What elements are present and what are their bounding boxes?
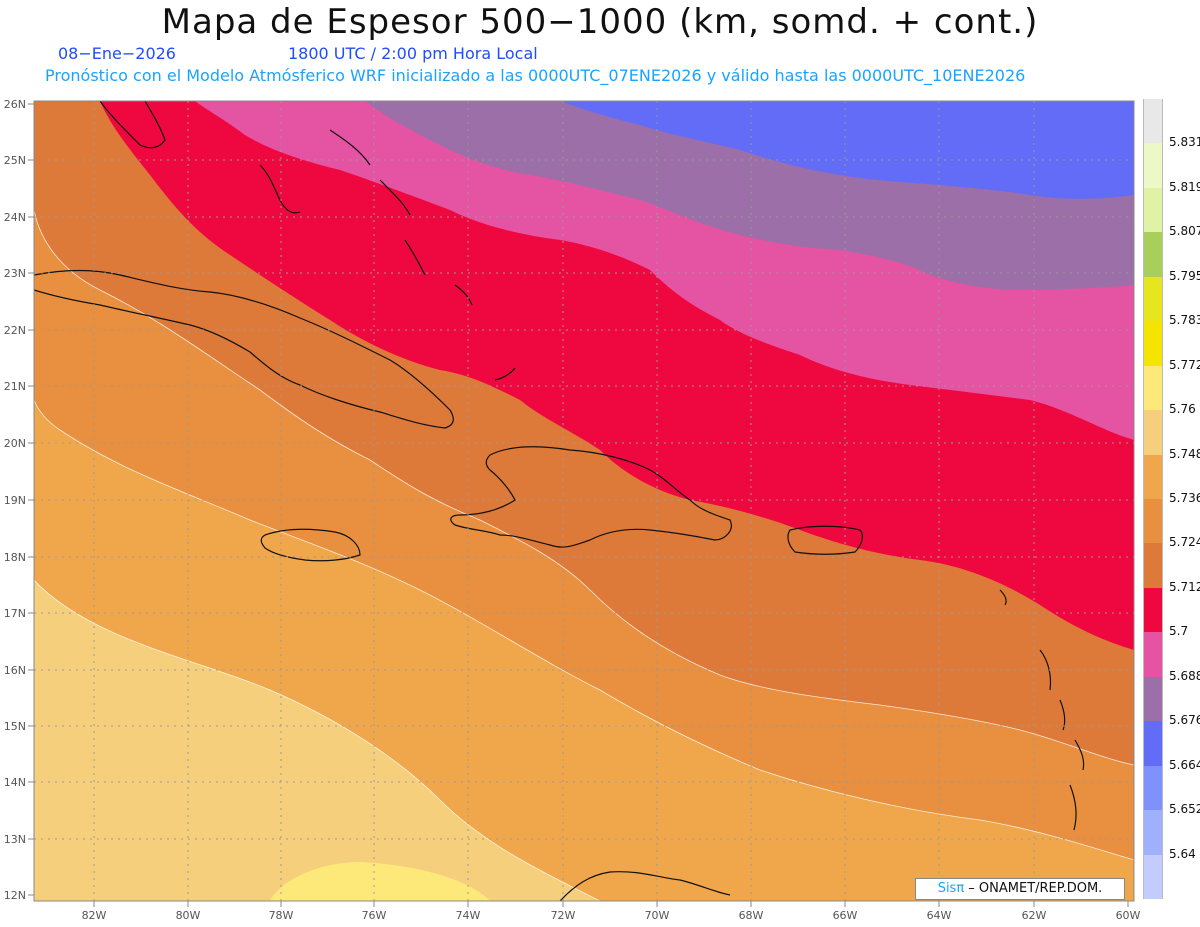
lon-label: 74W [456,909,481,922]
lat-label: 13N [4,833,26,846]
legend-swatch [1143,143,1163,188]
legend-swatch [1143,187,1163,233]
lat-label: 21N [4,380,26,393]
lon-label: 78W [269,909,294,922]
legend-label: 5.819 [1169,179,1200,194]
credit-brand: Sisπ [937,881,965,896]
legend-label: 5.76 [1169,402,1196,417]
forecast-time: 1800 UTC / 2:00 pm Hora Local [288,44,538,63]
lon-label: 68W [739,909,764,922]
legend-label: 5.652 [1169,802,1200,817]
legend-swatch [1143,676,1163,722]
lon-label: 76W [362,909,387,922]
legend-swatch [1143,365,1163,411]
lon-label: 62W [1022,909,1047,922]
legend-swatch [1143,721,1163,766]
lon-label: 82W [82,909,107,922]
lon-label: 60W [1116,909,1141,922]
lon-label: 80W [176,909,201,922]
legend-swatch [1143,854,1163,899]
legend-swatch [1143,499,1163,544]
lon-label: 72W [551,909,576,922]
lat-label: 15N [4,720,26,733]
legend-label: 5.664 [1169,757,1200,772]
legend-swatch [1143,321,1163,366]
legend-label: 5.676 [1169,713,1200,728]
legend-label: 5.7 [1169,624,1189,639]
contour-fill [34,101,1134,901]
lat-label: 26N [4,98,26,111]
lat-label: 24N [4,211,26,224]
lat-label: 14N [4,776,26,789]
legend-swatch [1143,587,1163,633]
lat-label: 17N [4,607,26,620]
legend-label: 5.724 [1169,535,1200,550]
lat-label: 19N [4,494,26,507]
legend-swatch [1143,99,1163,144]
legend-label: 5.772 [1169,357,1200,372]
legend-swatch [1143,765,1163,811]
legend-label: 5.712 [1169,579,1200,594]
lat-label: 16N [4,664,26,677]
legend-label: 5.783 [1169,313,1200,328]
map-frame [33,100,1135,902]
forecast-date: 08−Ene−2026 [58,44,176,63]
legend-label: 5.736 [1169,491,1200,505]
lat-label: 22N [4,324,26,337]
legend-swatch [1143,276,1163,322]
lat-label: 20N [4,437,26,450]
legend-swatch [1143,454,1163,499]
legend-swatch [1143,410,1163,455]
legend-swatch [1143,632,1163,677]
legend-label: 5.64 [1169,846,1196,861]
legend-label: 5.795 [1169,268,1200,283]
legend-swatch [1143,232,1163,277]
legend-swatch [1143,543,1163,588]
lat-label: 23N [4,267,26,280]
lon-label: 64W [927,909,952,922]
lat-label: 18N [4,551,26,564]
model-description: Pronóstico con el Modelo Atmósferico WRF… [45,66,1026,85]
legend-swatch [1143,810,1163,855]
credit-box: Sisπ – ONAMET/REP.DOM. [915,878,1125,900]
lon-label: 66W [833,909,858,922]
credit-text: – ONAMET/REP.DOM. [964,881,1103,896]
lat-label: 12N [4,889,26,902]
legend-label: 5.688 [1169,668,1200,683]
legend-label: 5.807 [1169,224,1200,239]
lat-label: 25N [4,154,26,167]
map-title: Mapa de Espesor 500−1000 (km, somd. + co… [161,2,1039,42]
legend-label: 5.831 [1169,135,1200,150]
lon-label: 70W [645,909,670,922]
legend-label: 5.748 [1169,446,1200,461]
